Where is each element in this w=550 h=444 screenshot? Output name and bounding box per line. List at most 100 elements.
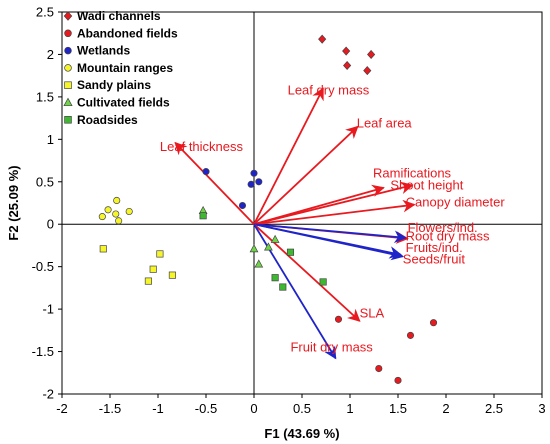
vector-label: Flowers/ind. bbox=[408, 220, 478, 235]
legend-label: Sandy plains bbox=[77, 78, 151, 92]
y-axis-label: F2 (25.09 %) bbox=[6, 165, 21, 240]
point-mountain-ranges bbox=[112, 210, 120, 218]
point-cultivated-fields bbox=[254, 259, 264, 268]
point-abandoned-fields bbox=[394, 376, 402, 384]
vector-label: Ramifications bbox=[373, 166, 452, 181]
y-tick-label: 2.5 bbox=[36, 5, 54, 20]
legend-marker bbox=[64, 64, 72, 72]
vector-sla bbox=[253, 223, 361, 322]
legend-item-abandoned-fields: Abandoned fields bbox=[64, 26, 178, 40]
vector-fruit-dry-mass bbox=[253, 223, 337, 360]
point-wetlands bbox=[238, 201, 247, 210]
vector-label: Canopy diameter bbox=[406, 194, 506, 209]
legend-item-wadi-channels: Wadi channels bbox=[63, 9, 161, 23]
vector-label: Shoot height bbox=[390, 177, 463, 192]
point-mountain-ranges bbox=[104, 206, 112, 214]
vector-label: Seeds/fruit bbox=[403, 251, 466, 266]
vector-layer bbox=[174, 87, 416, 360]
y-tick-label: -1.5 bbox=[32, 344, 54, 359]
point-abandoned-fields bbox=[334, 315, 343, 323]
x-tick-label: 2 bbox=[442, 401, 449, 416]
point-abandoned-fields bbox=[375, 364, 383, 373]
point-abandoned-fields bbox=[406, 331, 415, 339]
y-tick-label: 1.5 bbox=[36, 89, 54, 104]
y-tick-label: 2 bbox=[47, 47, 54, 62]
vector-root-dry-mass bbox=[253, 223, 407, 244]
legend-label: Wadi channels bbox=[77, 9, 161, 23]
vector-label: Fruits/ind. bbox=[406, 240, 463, 255]
vector-canopy-diameter bbox=[253, 199, 416, 226]
point-cultivated-fields bbox=[249, 244, 259, 253]
legend-marker bbox=[64, 81, 72, 89]
point-sandy-plains bbox=[99, 245, 107, 253]
legend-label: Cultivated fields bbox=[77, 96, 170, 110]
y-tick-label: 1 bbox=[47, 132, 54, 147]
legend-label: Abandoned fields bbox=[77, 26, 178, 40]
point-wadi-channels bbox=[367, 49, 376, 59]
point-sandy-plains bbox=[168, 271, 176, 279]
x-tick-label: -2 bbox=[56, 401, 68, 416]
x-tick-label: 0 bbox=[250, 401, 257, 416]
point-mountain-ranges bbox=[113, 196, 121, 205]
point-wetlands bbox=[247, 180, 255, 188]
legend: Wadi channels Abandoned fields Wetlands Mou… bbox=[63, 9, 178, 127]
y-tick-label: -0.5 bbox=[32, 259, 54, 274]
vector-label: Leaf dry mass bbox=[288, 82, 370, 97]
legend-marker bbox=[64, 116, 72, 124]
x-tick-label: -1 bbox=[152, 401, 164, 416]
point-roadsides bbox=[271, 274, 279, 282]
vector-leaf-dry-mass bbox=[253, 87, 324, 225]
x-tick-label: 1.5 bbox=[389, 401, 407, 416]
vector-seeds-fruit bbox=[253, 223, 405, 261]
x-tick-label: 3 bbox=[538, 401, 545, 416]
legend-item-roadsides: Roadsides bbox=[64, 113, 138, 127]
legend-label: Wetlands bbox=[77, 44, 130, 58]
vector-label: SLA bbox=[360, 306, 385, 321]
point-layer bbox=[98, 34, 438, 384]
legend-item-wetlands: Wetlands bbox=[64, 44, 130, 58]
vector-label: Leaf area bbox=[357, 115, 413, 130]
point-sandy-plains bbox=[149, 265, 157, 273]
point-wadi-channels bbox=[318, 34, 327, 44]
x-tick-label: 2.5 bbox=[485, 401, 503, 416]
point-wetlands bbox=[250, 169, 258, 177]
legend-label: Mountain ranges bbox=[77, 61, 173, 75]
x-tick-label: -1.5 bbox=[99, 401, 121, 416]
point-wadi-channels bbox=[343, 60, 352, 71]
vector-label: Fruit dry mass bbox=[290, 340, 373, 355]
point-mountain-ranges bbox=[115, 217, 123, 225]
x-tick-label: -0.5 bbox=[195, 401, 217, 416]
x-tick-label: 1 bbox=[346, 401, 353, 416]
point-roadsides bbox=[199, 212, 207, 220]
zero-axes bbox=[62, 12, 542, 394]
y-tick-label: 0 bbox=[47, 217, 54, 232]
legend-item-sandy-plains: Sandy plains bbox=[64, 78, 151, 92]
tick-layer: -2 -1.5 -1 -0.5 0 0.5 1 1.5 2 2.5 3 -2 -1.5 -1 -0.5 0 0.… bbox=[32, 5, 546, 417]
point-sandy-plains bbox=[144, 277, 152, 285]
vector-shoot-height bbox=[253, 181, 414, 226]
vector-label-layer: Leaf dry mass Leaf area Leaf thickness Rami… bbox=[160, 82, 505, 354]
point-cultivated-fields bbox=[264, 242, 273, 251]
legend-item-cultivated-fields: Cultivated fields bbox=[63, 96, 170, 110]
point-roadsides bbox=[286, 248, 295, 256]
point-mountain-ranges bbox=[125, 207, 133, 216]
vector-leaf-thickness bbox=[174, 141, 255, 225]
point-sandy-plains bbox=[156, 250, 164, 258]
point-abandoned-fields bbox=[429, 319, 438, 327]
vector-label: Leaf thickness bbox=[160, 139, 244, 154]
x-axis-label: F1 (43.69 %) bbox=[264, 426, 339, 441]
y-tick-label: -2 bbox=[42, 387, 54, 402]
legend-marker bbox=[64, 46, 72, 55]
point-mountain-ranges bbox=[98, 213, 106, 221]
point-wetlands bbox=[255, 178, 263, 186]
point-roadsides bbox=[319, 278, 327, 286]
legend-marker bbox=[63, 11, 73, 21]
point-cultivated-fields bbox=[270, 234, 280, 243]
legend-label: Roadsides bbox=[77, 113, 138, 127]
point-wadi-channels bbox=[363, 66, 372, 76]
legend-marker bbox=[63, 97, 73, 107]
x-tick-label: 0.5 bbox=[293, 401, 311, 416]
point-wadi-channels bbox=[342, 46, 351, 56]
legend-item-mountain-ranges: Mountain ranges bbox=[64, 61, 173, 75]
